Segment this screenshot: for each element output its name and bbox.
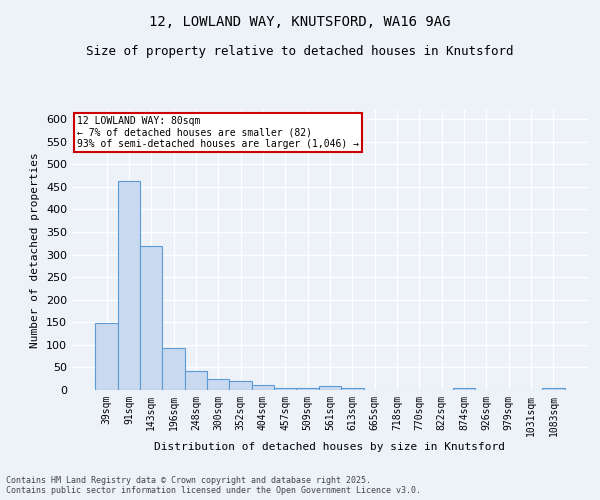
Bar (296, 388, 319, 390)
Bar (95, 323, 118, 390)
Text: 12, LOWLAND WAY, KNUTSFORD, WA16 9AG: 12, LOWLAND WAY, KNUTSFORD, WA16 9AG (149, 15, 451, 29)
Bar (118, 181, 140, 390)
Text: 12 LOWLAND WAY: 80sqm
← 7% of detached houses are smaller (82)
93% of semi-detac: 12 LOWLAND WAY: 80sqm ← 7% of detached h… (77, 116, 359, 149)
Bar (185, 372, 207, 390)
Bar (207, 379, 229, 390)
Bar (542, 388, 565, 390)
Bar (229, 381, 252, 390)
Bar (140, 246, 163, 390)
Text: Contains HM Land Registry data © Crown copyright and database right 2025.
Contai: Contains HM Land Registry data © Crown c… (6, 476, 421, 495)
Bar (163, 348, 185, 390)
Y-axis label: Number of detached properties: Number of detached properties (31, 152, 40, 348)
Bar (274, 388, 296, 390)
Bar (319, 386, 341, 390)
Bar (341, 388, 364, 390)
Text: Size of property relative to detached houses in Knutsford: Size of property relative to detached ho… (86, 45, 514, 58)
Bar (453, 388, 475, 390)
X-axis label: Distribution of detached houses by size in Knutsford: Distribution of detached houses by size … (155, 442, 505, 452)
Bar (252, 384, 274, 390)
